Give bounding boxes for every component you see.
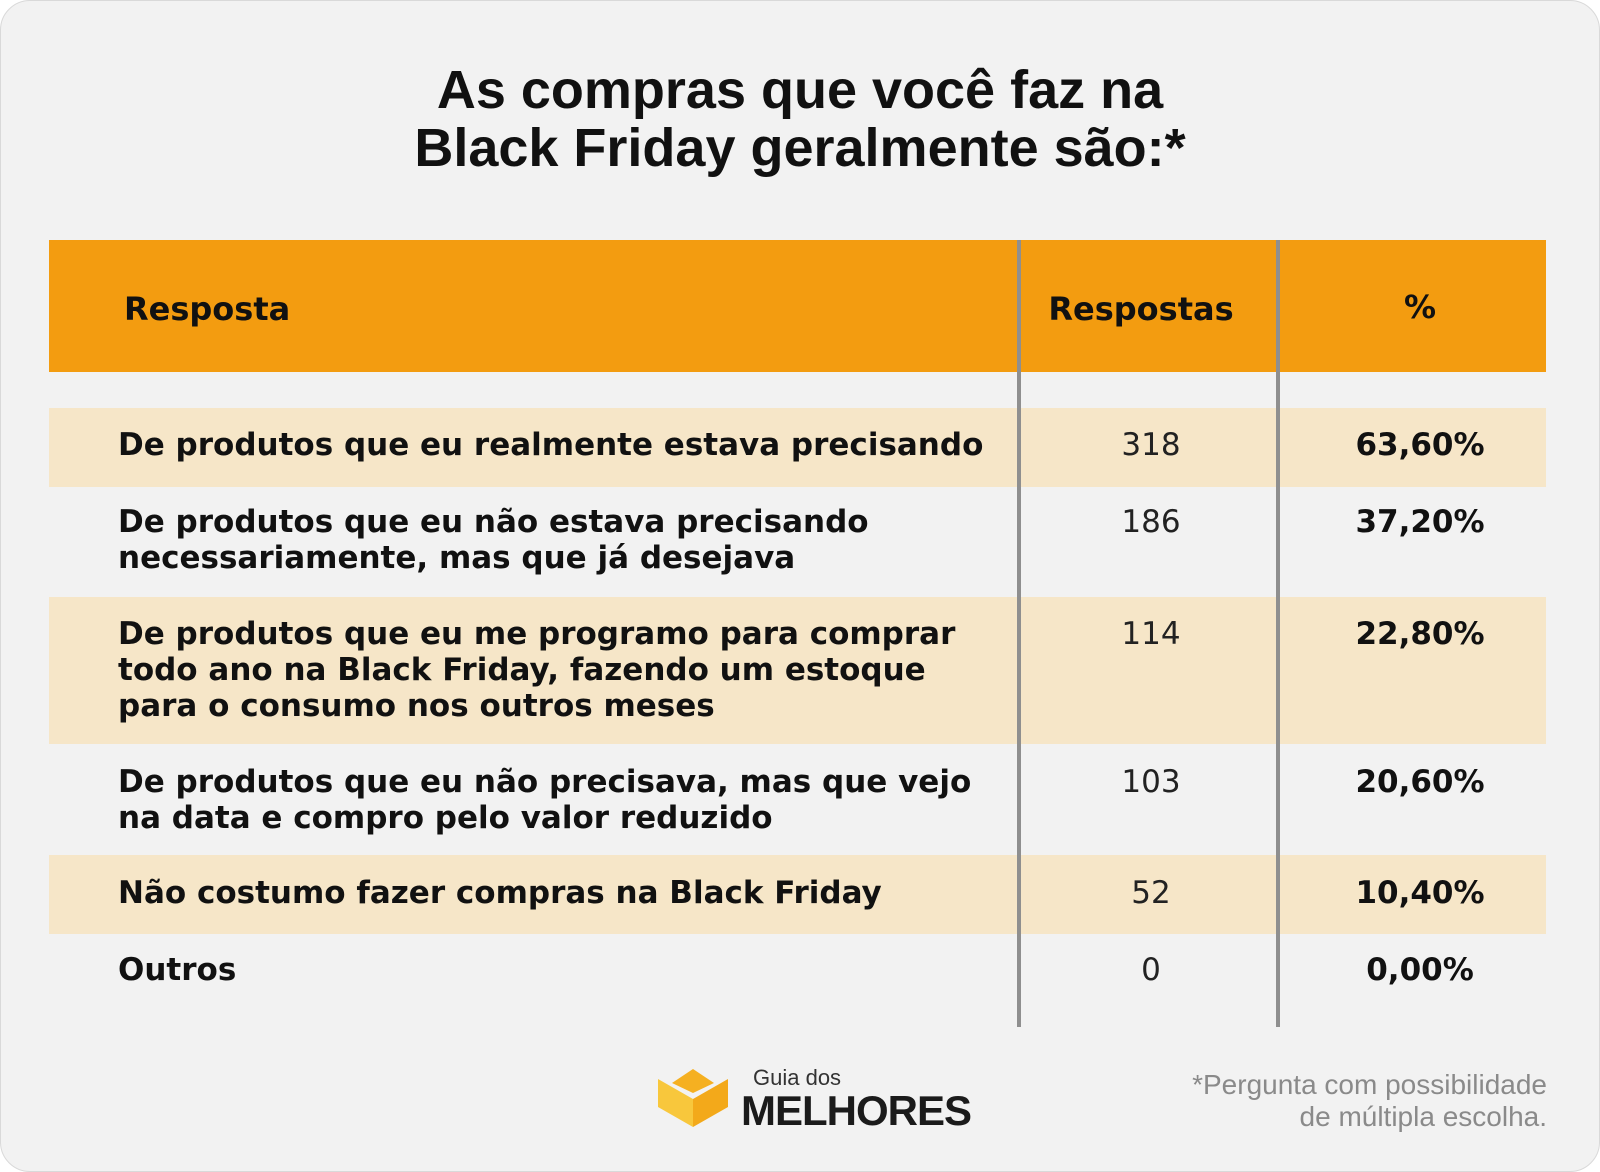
row-5-percent: 0,00% xyxy=(1366,952,1474,988)
row-5-respostas: 0 xyxy=(1141,952,1161,988)
column-header-respostas: Respostas xyxy=(1048,290,1234,328)
row-5-resposta: Outros xyxy=(118,952,237,988)
row-2-respostas: 114 xyxy=(1121,616,1181,652)
row-0-resposta: De produtos que eu realmente estava prec… xyxy=(118,427,984,463)
title-line-2: Black Friday geralmente são:* xyxy=(414,118,1186,178)
title-line-1: As compras que você faz na xyxy=(436,60,1164,120)
row-0-respostas: 318 xyxy=(1121,427,1181,463)
table-header-bar xyxy=(49,240,1546,372)
row-2-percent: 22,80% xyxy=(1355,616,1485,652)
row-2-background xyxy=(49,597,1546,744)
column-header-percent: % xyxy=(1403,288,1437,326)
row-4-background xyxy=(49,855,1546,934)
row-3-resposta: De produtos que eu não precisava, mas qu… xyxy=(118,764,972,836)
row-1-percent: 37,20% xyxy=(1355,504,1485,540)
row-4-resposta: Não costumo fazer compras na Black Frida… xyxy=(118,875,882,911)
column-divider-1 xyxy=(1017,240,1021,1027)
logo-text-big: MELHORES xyxy=(741,1087,972,1134)
row-3-respostas: 103 xyxy=(1121,764,1181,800)
row-0-background xyxy=(49,408,1546,487)
footnote: *Pergunta com possibilidade de múltipla … xyxy=(1192,1069,1547,1132)
row-1-resposta: De produtos que eu não estava precisando… xyxy=(118,504,869,576)
column-divider-2 xyxy=(1276,240,1280,1027)
column-header-resposta: Resposta xyxy=(124,290,291,328)
row-2-resposta: De produtos que eu me programo para comp… xyxy=(118,616,956,724)
row-4-respostas: 52 xyxy=(1131,875,1171,911)
row-4-percent: 10,40% xyxy=(1355,875,1485,911)
logo-text-small: Guia dos xyxy=(753,1065,842,1090)
row-3-percent: 20,60% xyxy=(1355,764,1485,800)
row-1-respostas: 186 xyxy=(1121,504,1181,540)
crown-logo-icon xyxy=(658,1069,728,1127)
row-0-percent: 63,60% xyxy=(1355,427,1485,463)
